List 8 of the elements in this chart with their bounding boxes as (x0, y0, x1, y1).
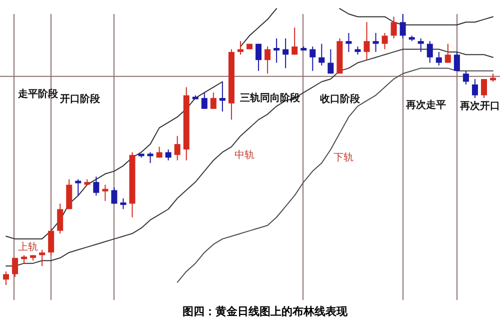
annotation: 收口阶段 (320, 93, 361, 105)
annotation: 再次走平 (405, 99, 446, 111)
annotation: 开口阶段 (59, 93, 101, 105)
series-label: 下轨 (334, 152, 354, 164)
series-label: 上轨 (18, 242, 38, 253)
annotation: 再次开口 (459, 100, 500, 112)
text: 图四：黄金日线图上的布林线表现 (182, 305, 348, 318)
series-label: 中轨 (234, 150, 254, 161)
